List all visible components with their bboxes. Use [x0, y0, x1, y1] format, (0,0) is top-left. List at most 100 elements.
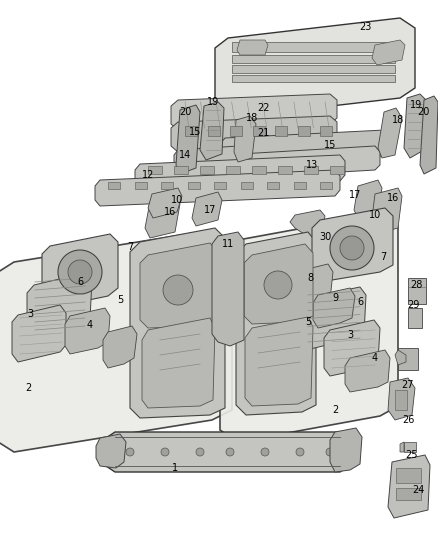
Text: 6: 6 [357, 297, 363, 307]
Polygon shape [372, 40, 405, 65]
Bar [396, 468, 421, 483]
Polygon shape [371, 188, 402, 234]
Bar [185, 126, 197, 136]
Text: 2: 2 [25, 383, 31, 393]
Bar [200, 166, 214, 174]
Bar [161, 182, 173, 189]
Polygon shape [234, 116, 256, 162]
Polygon shape [174, 146, 242, 171]
Bar [252, 126, 265, 136]
Bar [304, 166, 318, 174]
Bar [293, 182, 305, 189]
Polygon shape [171, 94, 337, 130]
Polygon shape [103, 326, 137, 368]
Polygon shape [176, 105, 200, 174]
Bar [278, 166, 292, 174]
Bar [408, 308, 422, 328]
Bar [148, 166, 162, 174]
Text: 18: 18 [246, 113, 258, 123]
Polygon shape [200, 102, 224, 160]
Polygon shape [244, 244, 313, 324]
Polygon shape [388, 455, 430, 518]
Polygon shape [354, 180, 382, 218]
Text: 10: 10 [369, 210, 381, 220]
Bar [408, 278, 426, 304]
Polygon shape [0, 230, 232, 452]
Polygon shape [65, 308, 110, 354]
Circle shape [296, 448, 304, 456]
Polygon shape [290, 264, 333, 310]
Bar [108, 182, 120, 189]
Polygon shape [232, 55, 395, 63]
Polygon shape [300, 287, 366, 350]
Polygon shape [273, 304, 310, 348]
Text: 19: 19 [207, 97, 219, 107]
Text: 7: 7 [127, 242, 133, 252]
Text: 10: 10 [171, 195, 183, 205]
Polygon shape [145, 196, 180, 238]
Text: 7: 7 [380, 252, 386, 262]
Text: 6: 6 [77, 277, 83, 287]
Circle shape [196, 448, 204, 456]
Polygon shape [215, 18, 415, 118]
Polygon shape [352, 210, 386, 238]
Text: 4: 4 [87, 320, 93, 330]
Text: 3: 3 [27, 309, 33, 319]
Polygon shape [96, 434, 126, 468]
Polygon shape [235, 146, 380, 178]
Circle shape [326, 448, 334, 456]
Bar [134, 182, 146, 189]
Circle shape [58, 250, 102, 294]
Text: 21: 21 [257, 128, 269, 138]
Polygon shape [420, 96, 438, 174]
Polygon shape [100, 432, 355, 472]
Bar [214, 182, 226, 189]
Bar [320, 126, 332, 136]
Polygon shape [130, 228, 225, 418]
Bar [226, 166, 240, 174]
Polygon shape [192, 192, 222, 226]
Text: 27: 27 [402, 380, 414, 390]
Polygon shape [95, 170, 340, 206]
Text: 20: 20 [179, 107, 191, 117]
Text: 5: 5 [117, 295, 123, 305]
Polygon shape [148, 188, 182, 218]
Text: 16: 16 [164, 207, 176, 217]
Polygon shape [400, 442, 404, 452]
Text: 30: 30 [319, 232, 331, 242]
Polygon shape [212, 232, 244, 346]
Text: 12: 12 [142, 170, 154, 180]
Circle shape [261, 448, 269, 456]
Polygon shape [388, 378, 415, 420]
Bar [174, 166, 188, 174]
Text: 9: 9 [332, 293, 338, 303]
Polygon shape [171, 116, 337, 152]
Text: 26: 26 [402, 415, 414, 425]
Bar [404, 442, 416, 452]
Polygon shape [140, 243, 218, 328]
Text: 4: 4 [372, 353, 378, 363]
Polygon shape [237, 40, 268, 55]
Text: 19: 19 [410, 100, 422, 110]
Text: 22: 22 [257, 103, 269, 113]
Polygon shape [12, 305, 66, 362]
Bar [240, 182, 252, 189]
Bar [396, 488, 421, 500]
Polygon shape [345, 350, 390, 392]
Text: 11: 11 [222, 239, 234, 249]
Circle shape [226, 448, 234, 456]
Polygon shape [312, 208, 393, 282]
Text: 1: 1 [172, 463, 178, 473]
Text: 24: 24 [412, 485, 424, 495]
Text: 17: 17 [204, 205, 216, 215]
Text: 20: 20 [417, 107, 429, 117]
Circle shape [68, 260, 92, 284]
Text: 15: 15 [189, 127, 201, 137]
Text: 15: 15 [324, 140, 336, 150]
Polygon shape [232, 65, 395, 73]
Polygon shape [135, 155, 345, 190]
Bar [267, 182, 279, 189]
Polygon shape [395, 350, 406, 365]
Text: 25: 25 [406, 450, 418, 460]
Bar [320, 182, 332, 189]
